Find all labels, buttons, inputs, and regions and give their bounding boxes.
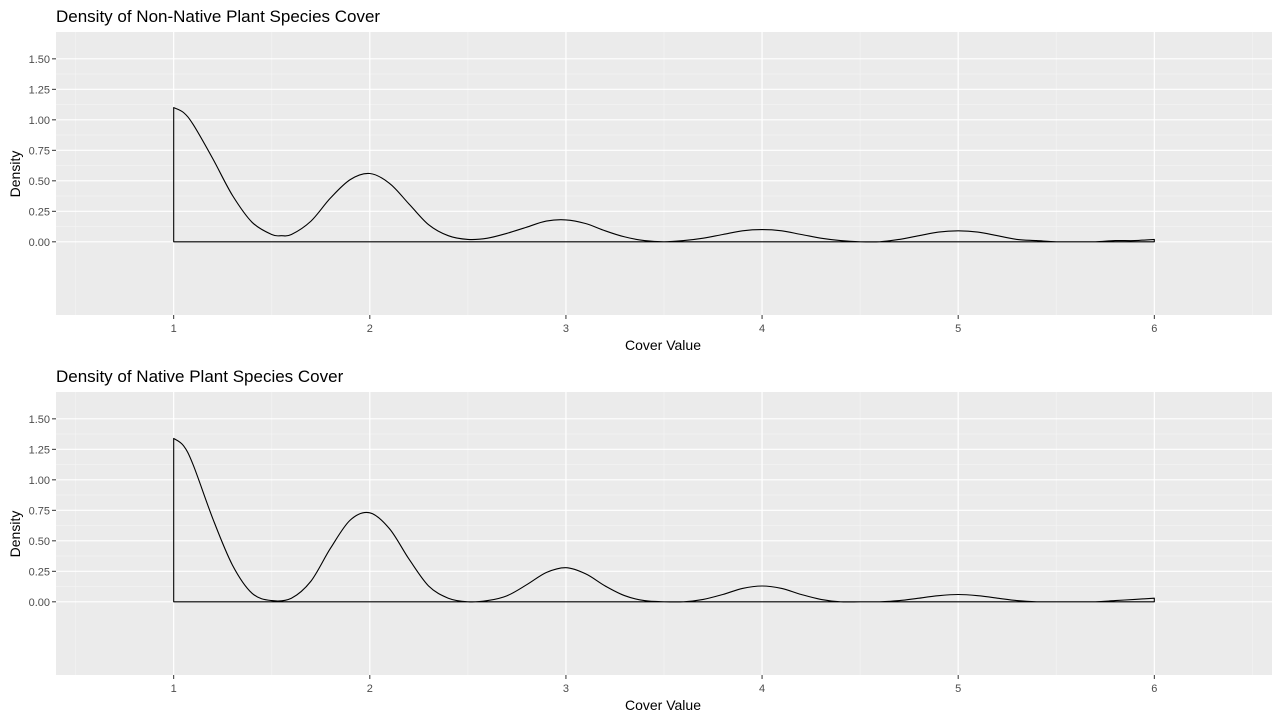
y-tick-label: 1.50	[29, 414, 50, 426]
x-tick-label: 1	[171, 323, 177, 335]
y-tick-label: 1.00	[29, 115, 50, 127]
chart-title: Density of Non-Native Plant Species Cove…	[56, 7, 380, 26]
y-tick-label: 0.00	[29, 597, 50, 609]
density-curve	[173, 107, 1155, 243]
y-tick-label: 0.50	[29, 176, 50, 188]
x-tick-label: 5	[955, 683, 961, 695]
x-tick-label: 1	[171, 683, 177, 695]
x-tick-label: 4	[759, 683, 765, 695]
native-density-chart: Density of Native Plant Species Cover Co…	[7, 367, 1272, 713]
x-tick-label: 5	[955, 323, 961, 335]
x-tick-label: 6	[1151, 683, 1157, 695]
x-tick-label: 4	[759, 323, 765, 335]
nonnative-density-chart: Density of Non-Native Plant Species Cove…	[7, 7, 1272, 353]
x-axis-title: Cover Value	[625, 697, 701, 713]
x-tick-label: 2	[367, 683, 373, 695]
y-tick-label: 0.25	[29, 206, 50, 218]
x-axis-title: Cover Value	[625, 337, 701, 353]
x-tick-label: 6	[1151, 323, 1157, 335]
density-curve	[173, 437, 1155, 603]
y-tick-label: 1.25	[29, 84, 50, 96]
y-tick-label: 0.25	[29, 566, 50, 578]
y-tick-label: 1.00	[29, 475, 50, 487]
y-tick-label: 0.75	[29, 145, 50, 157]
y-tick-label: 0.00	[29, 237, 50, 249]
y-tick-label: 0.50	[29, 536, 50, 548]
x-tick-label: 3	[563, 683, 569, 695]
y-axis-title: Density	[7, 511, 23, 558]
chart-title: Density of Native Plant Species Cover	[56, 367, 344, 386]
x-tick-label: 3	[563, 323, 569, 335]
x-tick-label: 2	[367, 323, 373, 335]
y-tick-label: 1.50	[29, 54, 50, 66]
y-axis-title: Density	[7, 151, 23, 198]
y-tick-label: 0.75	[29, 505, 50, 517]
y-tick-label: 1.25	[29, 444, 50, 456]
